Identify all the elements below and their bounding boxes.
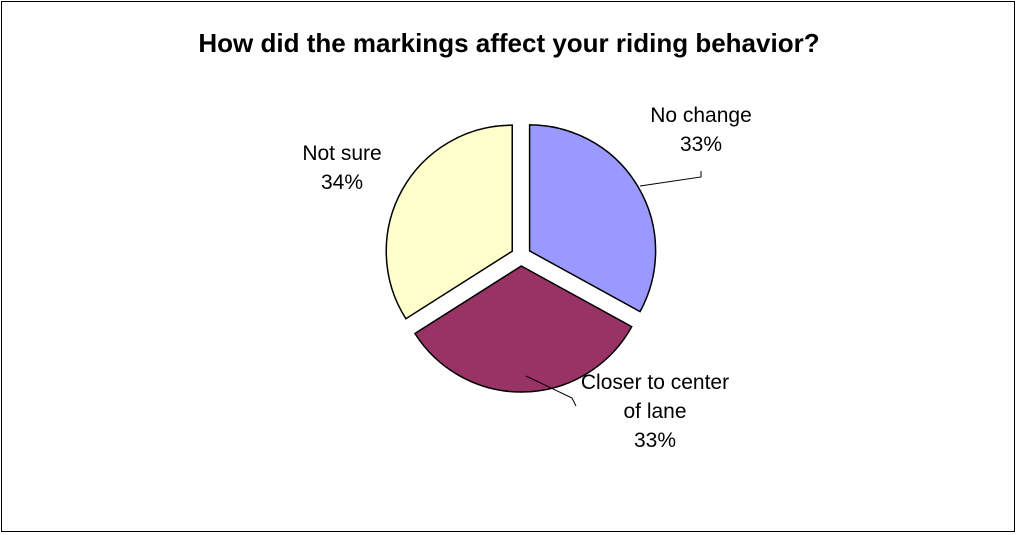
pie-slice-no-change <box>528 124 657 313</box>
slice-name-label: Not sure <box>302 142 381 165</box>
leader-line <box>525 375 577 407</box>
pie-slice-closer-to-center-of-lane <box>413 265 633 393</box>
slice-label: No change 33% <box>650 104 752 156</box>
slice-name-label: of lane <box>623 400 686 423</box>
pie-slices <box>385 124 657 393</box>
leader-line <box>639 171 702 187</box>
slice-label: Not sure 34% <box>302 142 381 194</box>
slice-name-label: No change <box>650 104 752 127</box>
slice-name-label: Closer to center <box>581 371 729 394</box>
slice-value-label: 33% <box>680 133 722 156</box>
slice-value-label: 34% <box>321 171 363 194</box>
slice-value-label: 33% <box>634 429 676 452</box>
pie-slice-not-sure <box>385 124 513 320</box>
leader-lines <box>525 171 702 407</box>
slice-label: Closer to center of lane 33% <box>581 371 729 452</box>
slice-labels: No change 33%Closer to center of lane 33%No… <box>302 104 751 452</box>
chart-title: How did the markings affect your riding … <box>198 28 820 58</box>
